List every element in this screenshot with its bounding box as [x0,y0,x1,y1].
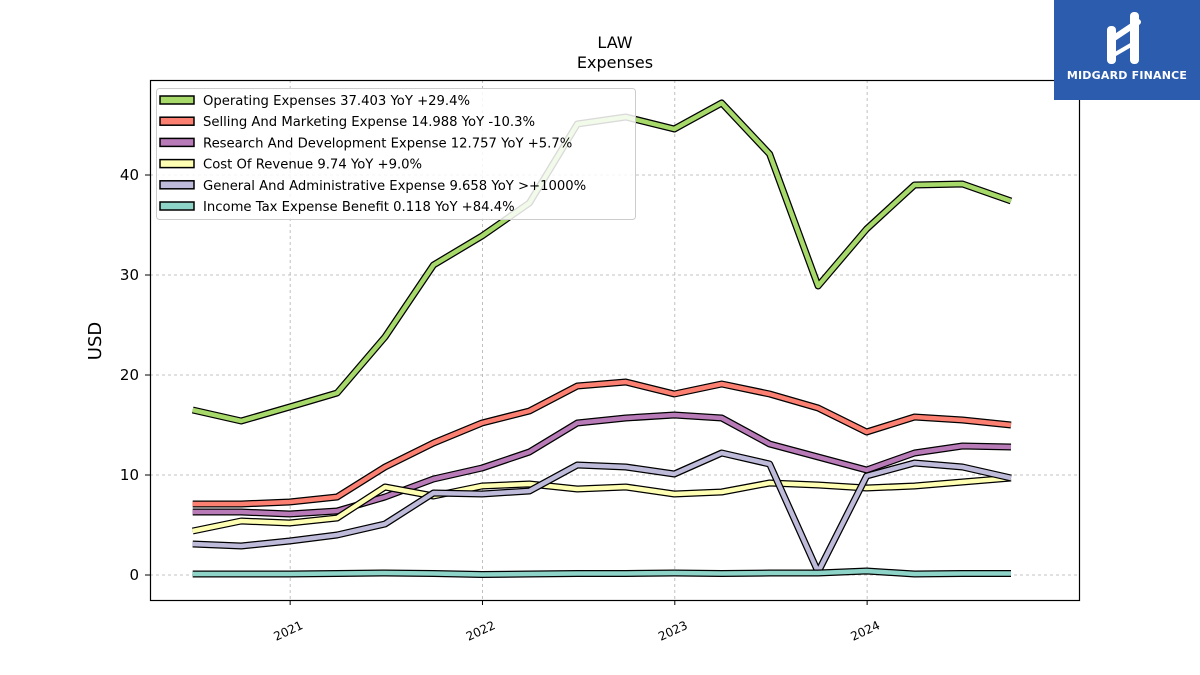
y-tick-label: 20 [120,366,139,384]
series-line [192,412,1012,517]
brand-name: MIDGARD FINANCE [1066,69,1188,82]
y-tick-label: 0 [129,566,139,584]
y-axis-label: USD [85,322,106,360]
x-tick-label: 2021 [272,618,306,644]
legend-entry: Cost Of Revenue 9.74 YoY +9.0% [203,158,422,173]
y-tick-label: 30 [120,266,139,284]
legend-swatch [159,137,195,148]
y-tick-label: 10 [120,466,139,484]
legend-entry: Income Tax Expense Benefit 0.118 YoY +84… [203,200,515,215]
plot-frame [149,79,1081,602]
series-line [192,475,1012,534]
brand-logo: MIDGARD FINANCE [1054,0,1200,100]
chart-legend: Operating Expenses 37.403 YoY +29.4% Sell… [156,88,636,220]
legend-entry: Research And Development Expense 12.757 … [203,136,572,151]
x-tick-label: 2024 [848,618,882,644]
legend-swatch [159,95,195,105]
legend-entry: Selling And Marketing Expense 14.988 YoY… [203,115,535,130]
legend-swatch [159,201,195,211]
legend-entry: Operating Expenses 37.403 YoY +29.4% [203,94,470,109]
series-line [192,568,1011,577]
x-tick-label: 2023 [656,618,690,644]
series-line [192,450,1012,575]
series-lines [191,99,1013,578]
series-line [192,379,1012,507]
legend-swatch [159,158,195,169]
legend-swatch [159,180,195,190]
y-axis-ticks: 0 10 20 30 40 [120,166,150,584]
legend-swatch [159,116,195,126]
legend-entry: General And Administrative Expense 9.658… [203,179,586,194]
x-axis-ticks: 2021 2022 2023 2024 [272,600,882,644]
x-tick-label: 2022 [464,618,498,644]
chart-subtitle: Expenses [577,53,653,72]
brand-mark-icon [1107,12,1141,64]
y-tick-label: 40 [120,166,139,184]
chart-title: LAW [597,33,632,52]
legend-box [156,88,636,220]
